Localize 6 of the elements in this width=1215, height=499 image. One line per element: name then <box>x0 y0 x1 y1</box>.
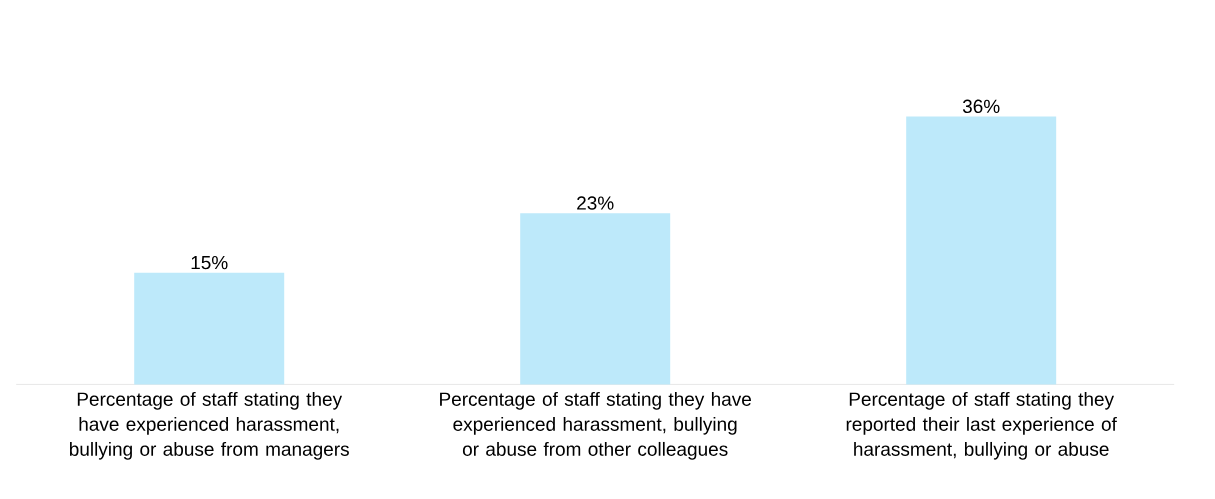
data-label: 36% <box>962 99 1000 114</box>
x-tick-label: Percentage of staff stating they reported their last experience of harassment, bullying or abuse <box>846 391 1117 460</box>
data-label: 15% <box>191 255 228 270</box>
x-tick-label: Percentage of staff stating they have experienced harassment, bullying or abuse from managers <box>69 391 349 460</box>
x-tick-label: Percentage of staff stating they have experienced harassment, bullying or abuse from other colleagues <box>440 391 751 460</box>
data-label: 23% <box>577 196 614 210</box>
